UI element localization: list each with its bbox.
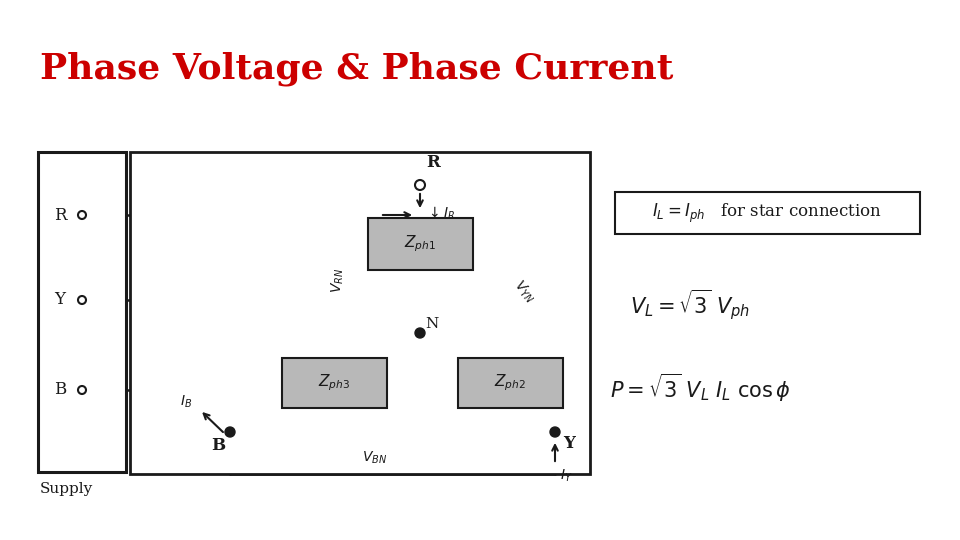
Bar — [130, 152, 590, 474]
Text: N: N — [425, 317, 439, 331]
Text: $V_L = \sqrt{3}\ V_{ph}$: $V_L = \sqrt{3}\ V_{ph}$ — [630, 287, 750, 322]
Text: $\downarrow I_R$: $\downarrow I_R$ — [426, 205, 455, 222]
Text: R: R — [54, 206, 66, 224]
Bar — [282, 358, 387, 408]
Text: $Z_{ph1}$: $Z_{ph1}$ — [404, 234, 437, 254]
Text: $I_Y$: $I_Y$ — [560, 468, 573, 484]
Text: $P = \sqrt{3}\ V_L\ I_L\ \cos\phi$: $P = \sqrt{3}\ V_L\ I_L\ \cos\phi$ — [610, 372, 790, 404]
Text: Y: Y — [563, 435, 575, 452]
Circle shape — [78, 211, 86, 219]
Text: Y: Y — [54, 292, 65, 308]
Text: Phase Voltage & Phase Current: Phase Voltage & Phase Current — [40, 52, 673, 86]
Circle shape — [550, 427, 560, 437]
Text: $I_B$: $I_B$ — [180, 394, 192, 410]
Text: $Z_{ph3}$: $Z_{ph3}$ — [319, 373, 350, 393]
Circle shape — [415, 328, 425, 338]
Bar — [38, 152, 126, 472]
Text: B: B — [54, 381, 66, 399]
Text: $V_{YN}$: $V_{YN}$ — [510, 278, 539, 307]
Text: R: R — [426, 154, 440, 171]
Circle shape — [225, 427, 235, 437]
Circle shape — [78, 296, 86, 304]
Text: $Z_{ph2}$: $Z_{ph2}$ — [494, 373, 526, 393]
Bar — [458, 358, 563, 408]
Text: $I_L = I_{ph}$   for star connection: $I_L = I_{ph}$ for star connection — [653, 201, 882, 225]
Bar — [615, 192, 920, 234]
Text: $V_{RN}$: $V_{RN}$ — [330, 267, 347, 293]
Text: $V_{BN}$: $V_{BN}$ — [363, 450, 388, 466]
Circle shape — [78, 386, 86, 394]
Bar — [368, 218, 473, 270]
Text: B: B — [211, 437, 225, 454]
Text: Supply: Supply — [40, 482, 93, 496]
Circle shape — [415, 180, 425, 190]
